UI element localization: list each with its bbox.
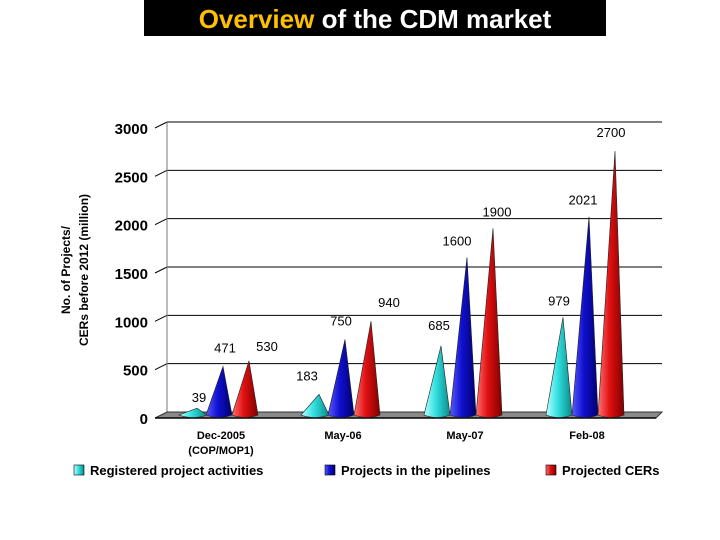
data-label: 530 [256,339,278,354]
data-labels: 39 183 685 979 471 750 1600 2021 530 940 1900 2700 [192,125,626,405]
grid-line-slant [154,218,168,226]
title-rest: of the CDM market [321,4,552,34]
x-tick-label: (COP/MOP1) [188,445,254,457]
x-tick-label: Feb-08 [569,430,604,442]
data-label: 2021 [569,193,598,208]
x-tick-label: May-06 [324,430,361,442]
y-axis-ticks: 0 500 1000 1500 2000 2500 3000 [115,121,148,428]
legend: Registered project activities Projects in… [73,463,660,478]
data-label: 183 [296,368,318,383]
legend-swatch [545,464,557,476]
y-tick-label: 1000 [115,314,148,331]
data-label: 39 [192,390,206,405]
data-label: 979 [548,293,570,308]
bar-2-3 [597,150,625,418]
legend-swatch [73,464,85,476]
grid-line-slant [154,314,168,322]
bar-2-1 [353,321,381,418]
y-tick-label: 500 [123,363,148,380]
y-tick-label: 0 [140,411,148,428]
bar-0-1 [300,393,330,418]
page-title: Overview of the CDM market [144,0,606,36]
bar-0-3 [545,317,573,418]
bar-1-3 [571,216,599,418]
grid-line-slant [154,169,168,177]
grid-line-slant [154,121,168,129]
bar-1-2 [449,257,477,418]
data-label: 940 [378,295,400,310]
data-label: 750 [330,314,352,329]
bar-1-0 [205,365,233,418]
data-label: 2700 [597,125,626,140]
chart-floor [154,411,664,419]
legend-swatch [324,464,336,476]
y-axis-label-line1: No. of Projects/ [59,225,73,314]
y-tick-label: 1500 [115,266,148,283]
title-highlight: Overview [198,4,315,34]
grid-line-slant [154,266,168,274]
y-axis-label-line2: CERs before 2012 (million) [77,194,91,346]
y-tick-label: 2000 [115,218,148,235]
y-tick-label: 2500 [115,169,148,186]
x-axis-ticks: Dec-2005 (COP/MOP1) May-06 May-07 Feb-08 [188,430,604,457]
grid-line-slant [154,363,168,371]
y-tick-label: 3000 [115,121,148,138]
bar-0-2 [423,345,451,418]
legend-label: Registered project activities [90,463,263,478]
x-tick-label: May-07 [446,430,483,442]
x-tick-label: Dec-2005 [197,430,245,442]
data-label: 471 [214,340,236,355]
bar-1-1 [327,339,355,418]
bar-2-2 [475,228,503,418]
bars [178,150,625,418]
data-label: 685 [428,318,450,333]
data-label: 1600 [443,233,472,248]
y-axis-label: No. of Projects/ CERs before 2012 (milli… [59,194,91,346]
legend-label: Projects in the pipelines [341,463,491,478]
legend-label: Projected CERs [562,463,660,478]
data-label: 1900 [483,204,512,219]
bar-2-0 [231,360,259,418]
